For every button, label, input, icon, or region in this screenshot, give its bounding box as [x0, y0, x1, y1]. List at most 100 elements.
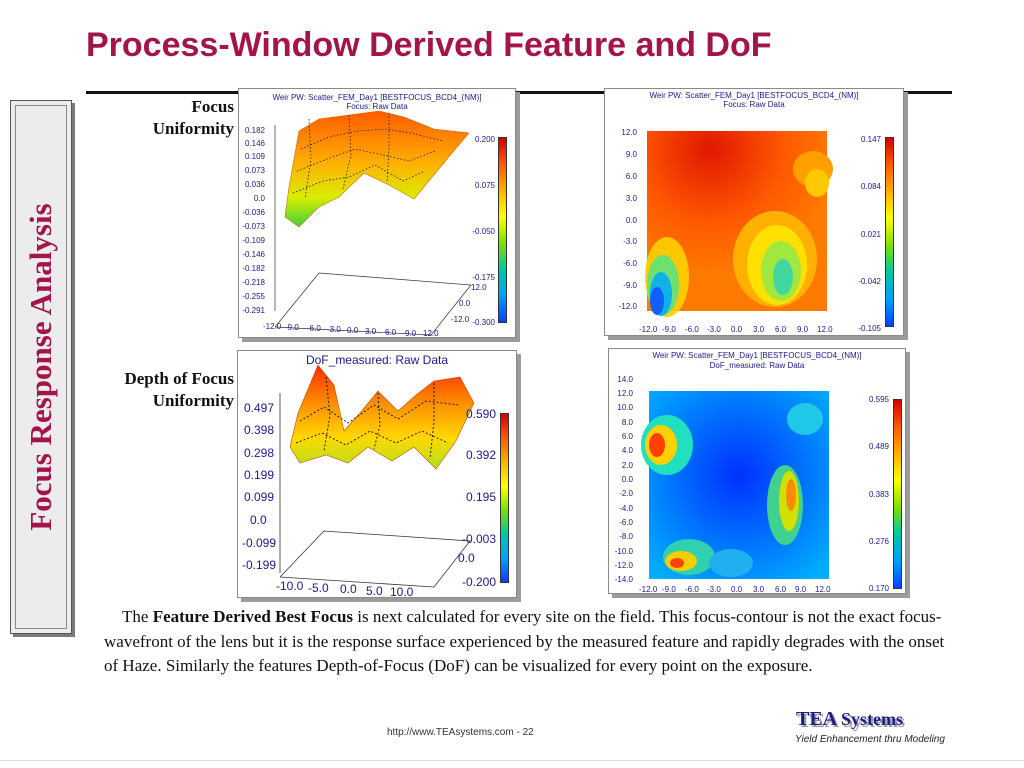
y-tick: 8.0 [621, 418, 633, 427]
z-tick: -0.218 [242, 278, 265, 287]
colorbar [885, 137, 894, 327]
focus-map-graphic [645, 131, 833, 317]
title-rule [86, 91, 952, 94]
plot-title-line: DoF_measured: Raw Data [305, 353, 449, 367]
colorbar-tick: 0.200 [474, 135, 495, 144]
logo-tea: TEA [796, 708, 837, 730]
z-tick: 0.182 [244, 126, 265, 135]
row-label-dof-line2: Uniformity [152, 391, 234, 410]
x-tick: 5.0 [366, 584, 383, 598]
x-tick: -5.0 [308, 581, 329, 595]
colorbar-tick: -0.003 [461, 532, 496, 546]
colorbar-tick: 0.147 [860, 135, 881, 144]
x-tick: 9.0 [797, 325, 809, 334]
x-tick: 9.0 [795, 585, 807, 594]
z-tick: 0.0 [250, 513, 267, 527]
logo-systems: Systems [841, 709, 904, 729]
y-tick: -14.0 [614, 575, 633, 584]
x-tick: 3.0 [753, 585, 765, 594]
y-tick: 12.0 [617, 389, 633, 398]
focus-surface-plot: Weir PW: Scatter_FEM_Day1 [BESTFOCUS_BCD… [238, 88, 516, 338]
colorbar-tick: -0.042 [858, 277, 881, 286]
z-tick: 0.298 [244, 446, 275, 460]
z-tick: 0.146 [244, 139, 265, 148]
colorbar-tick: 0.383 [868, 490, 889, 499]
z-tick: 0.099 [244, 490, 275, 504]
z-tick: -0.255 [242, 292, 265, 301]
plot-title-line: DoF_measured: Raw Data [709, 361, 805, 370]
x-tick: -3.0 [707, 585, 721, 594]
row-label-focus: Focus Uniformity [120, 96, 234, 140]
y-tick: 0.0 [621, 475, 633, 484]
colorbar-tick: 0.075 [474, 181, 495, 190]
page-title: Process-Window Derived Feature and DoF [86, 26, 772, 64]
y-tick: -10.0 [614, 547, 633, 556]
colorbar-tick: 0.595 [868, 395, 889, 404]
x-tick: 3.0 [753, 325, 765, 334]
x-tick: -6.0 [307, 324, 321, 333]
y-tick: 9.0 [625, 150, 637, 159]
y-tick: -2.0 [619, 489, 633, 498]
z-tick: -0.073 [242, 222, 265, 231]
body-paragraph: The Feature Derived Best Focus is next c… [104, 605, 960, 679]
y-tick: 0.0 [459, 299, 471, 308]
y-tick: 14.0 [617, 375, 633, 384]
colorbar [500, 413, 509, 583]
y-tick: 12.0 [621, 128, 637, 137]
dof-surface-plot: DoF_measured: Raw Data 0.497 0.398 0.298… [237, 350, 517, 598]
paragraph-rest: is next calculated for every site on the… [104, 607, 945, 675]
y-tick: 2.0 [621, 461, 633, 470]
side-label-box: Focus Response Analysis [10, 100, 72, 634]
y-tick: 0.0 [458, 551, 475, 565]
y-tick: -6.0 [619, 518, 633, 527]
x-tick: -6.0 [685, 325, 699, 334]
x-tick: 0.0 [340, 582, 357, 596]
colorbar-tick: 0.195 [465, 490, 496, 504]
y-tick: -8.0 [619, 532, 633, 541]
footer-url: http://www.TEAsystems.com - 22 [387, 727, 534, 738]
colorbar-tick: -0.175 [472, 273, 495, 282]
colorbar [893, 399, 902, 589]
y-tick: -12.0 [451, 315, 470, 324]
dof-map-graphic [641, 391, 829, 579]
row-label-focus-line2: Uniformity [152, 119, 234, 138]
z-tick: -0.146 [242, 250, 265, 259]
tea-systems-logo: TEA Systems [796, 708, 903, 731]
plot-title-line: Focus: Raw Data [723, 100, 785, 109]
colorbar-tick: -0.050 [472, 227, 495, 236]
z-tick: -0.036 [242, 208, 265, 217]
x-tick: 6.0 [385, 328, 397, 337]
x-tick: -9.0 [662, 585, 676, 594]
y-tick: 3.0 [625, 194, 637, 203]
x-tick: 0.0 [347, 326, 359, 335]
z-tick: -0.291 [242, 306, 265, 315]
x-tick: -12.0 [263, 322, 282, 331]
z-tick: 0.0 [253, 194, 265, 203]
y-tick: 4.0 [621, 446, 633, 455]
x-tick: 6.0 [775, 585, 787, 594]
z-tick: 0.199 [244, 468, 275, 482]
plot-title-line: Weir PW: Scatter_FEM_Day1 [BESTFOCUS_BCD… [649, 91, 859, 100]
dof-surface-graphic [279, 364, 475, 588]
z-tick: -0.099 [242, 536, 277, 550]
z-tick: 0.497 [244, 401, 275, 415]
paragraph-bold: Feature Derived Best Focus [152, 607, 354, 626]
x-tick: 3.0 [365, 327, 377, 336]
x-tick: -3.0 [327, 325, 341, 334]
plot-title-line: Focus: Raw Data [346, 102, 408, 111]
x-tick: -9.0 [662, 325, 676, 334]
z-tick: 0.398 [244, 423, 275, 437]
y-tick: -6.0 [623, 259, 637, 268]
colorbar-tick: 0.590 [465, 407, 496, 421]
y-tick: 6.0 [625, 172, 637, 181]
focus-map-plot: Weir PW: Scatter_FEM_Day1 [BESTFOCUS_BCD… [604, 88, 904, 336]
colorbar [498, 137, 507, 323]
plot-title-line: Weir PW: Scatter_FEM_Day1 [BESTFOCUS_BCD… [272, 93, 482, 102]
y-tick: 12.0 [471, 283, 487, 292]
x-tick: 10.0 [390, 585, 414, 598]
colorbar-tick: 0.021 [860, 230, 881, 239]
y-tick: -3.0 [623, 237, 637, 246]
x-tick: 0.0 [731, 585, 743, 594]
colorbar-tick: 0.392 [465, 448, 496, 462]
x-tick: -12.0 [639, 325, 658, 334]
